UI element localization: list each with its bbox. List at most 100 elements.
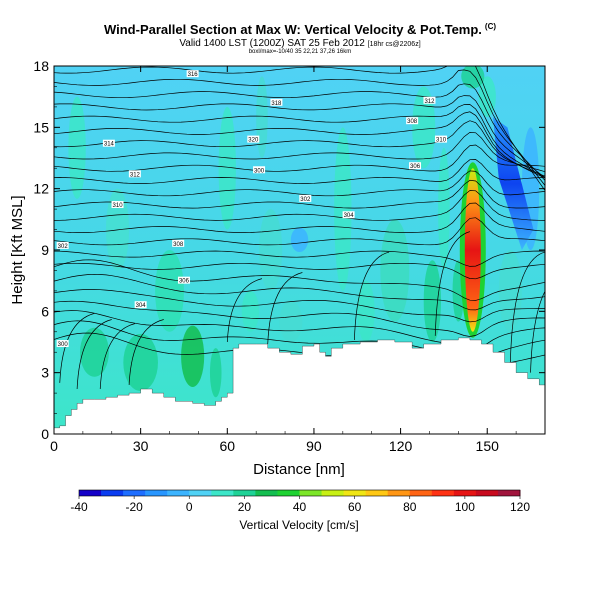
- theta-contour-label: 302: [56, 241, 69, 250]
- colorbar-swatch: [277, 490, 300, 496]
- chart-subtitle: Valid 1400 LST (1200Z) SAT 25 Feb 2012 […: [179, 38, 421, 49]
- theta-contour-label: 316: [186, 70, 199, 78]
- colorbar-tick-label: 80: [403, 500, 417, 514]
- y-tick-label: 15: [33, 119, 49, 135]
- theta-contour: [54, 300, 545, 337]
- colorbar-swatch: [299, 490, 323, 496]
- colorbar-swatch: [167, 490, 190, 496]
- theta-contour: [54, 69, 545, 186]
- colorbar-swatch: [145, 490, 168, 496]
- theta-contour: [54, 159, 545, 184]
- theta-contour: [530, 290, 545, 373]
- colorbar-swatch: [211, 490, 234, 496]
- theta-contour: [509, 251, 545, 363]
- svg-text:302: 302: [300, 197, 311, 203]
- theta-contour-label: 300: [253, 166, 266, 174]
- colorbar-swatch: [101, 490, 124, 496]
- chart-subsubtitle: boxl/max=-10/40 35 22,21 37,26 16km: [248, 49, 352, 55]
- theta-contour: [54, 83, 545, 181]
- theta-contour: [99, 323, 135, 390]
- theta-contour: [54, 66, 545, 191]
- theta-contour: [54, 144, 545, 172]
- x-tick-label: 150: [476, 438, 500, 454]
- y-tick-label: 18: [33, 58, 49, 74]
- y-tick-label: 6: [41, 303, 49, 319]
- colorbar-swatch: [321, 490, 345, 496]
- theta-contour: [54, 190, 545, 221]
- svg-text:308: 308: [173, 242, 184, 248]
- svg-text:306: 306: [179, 279, 190, 285]
- colorbar-swatch: [189, 490, 212, 496]
- colorbar-swatch: [123, 490, 146, 496]
- velocity-patch: [209, 348, 222, 398]
- theta-contour: [54, 120, 545, 177]
- downdraft-region: [493, 117, 534, 250]
- theta-contour: [54, 170, 545, 197]
- theta-contour-label: 314: [102, 139, 115, 148]
- theta-contour: [54, 95, 545, 178]
- velocity-patch: [256, 76, 268, 158]
- svg-text:302: 302: [58, 244, 69, 250]
- theta-contour: [54, 250, 545, 267]
- theta-contour-label: 302: [299, 194, 312, 203]
- theta-contour: [267, 272, 303, 345]
- svg-text:306: 306: [410, 164, 421, 170]
- colorbar-swatch: [79, 490, 102, 496]
- velocity-patch: [380, 219, 410, 322]
- y-tick-label: 3: [41, 365, 49, 381]
- colorbar-swatch: [387, 490, 411, 496]
- colorbar-swatch: [343, 490, 367, 496]
- colorbar-swatch: [497, 490, 521, 496]
- velocity-patch: [423, 260, 442, 342]
- theta-contour: [354, 251, 390, 340]
- theta-contour: [54, 289, 545, 323]
- colorbar-tick-label: 120: [510, 500, 530, 514]
- velocity-patch: [290, 227, 309, 253]
- theta-contour-label: 312: [128, 170, 141, 178]
- theta-contour-label: 318: [270, 98, 283, 107]
- velocity-patch: [334, 127, 352, 291]
- svg-text:320: 320: [248, 138, 259, 144]
- chart-title: Wind-Parallel Section at Max W: Vertical…: [103, 22, 497, 37]
- theta-contour: [54, 273, 545, 311]
- theta-contour: [54, 132, 545, 173]
- velocity-patch: [181, 325, 205, 387]
- colorbar-swatch: [431, 490, 455, 496]
- colorbar-swatch: [475, 490, 499, 496]
- velocity-patch: [498, 250, 522, 332]
- colorbar-swatch: [409, 490, 433, 496]
- x-tick-label: 90: [306, 438, 322, 454]
- colorbar-tick-label: 40: [293, 500, 307, 514]
- svg-text:308: 308: [407, 119, 418, 125]
- theta-contour: [54, 179, 545, 209]
- svg-text:310: 310: [113, 203, 124, 209]
- colorbar-label: Vertical Velocity [cm/s]: [239, 518, 358, 532]
- theta-contour: [54, 111, 545, 179]
- y-tick-label: 12: [33, 181, 49, 197]
- velocity-patch: [241, 290, 260, 332]
- colorbar-tick-label: 20: [238, 500, 252, 514]
- theta-contour: [434, 231, 470, 336]
- x-tick-label: 60: [220, 438, 236, 454]
- x-tick-label: 30: [133, 438, 149, 454]
- svg-text:304: 304: [136, 303, 147, 309]
- theta-contour-label: 308: [172, 239, 185, 248]
- y-tick-label: 9: [41, 242, 49, 258]
- colorbar-swatch: [365, 490, 389, 496]
- x-axis-label: Distance [nm]: [253, 461, 345, 478]
- theta-contour-label: 304: [342, 211, 355, 219]
- theta-contour: [59, 313, 95, 383]
- colorbar-tick-label: 0: [186, 500, 193, 514]
- theta-contour-label: 312: [423, 96, 436, 105]
- theta-contour-label: 304: [134, 301, 147, 309]
- velocity-patch: [218, 106, 236, 230]
- theta-contour: [76, 319, 112, 390]
- theta-contour-label: 320: [247, 135, 260, 144]
- svg-text:310: 310: [436, 138, 447, 144]
- velocity-patch: [357, 280, 375, 343]
- theta-contour-label: 310: [111, 201, 124, 209]
- velocity-patch: [259, 209, 283, 291]
- theta-contour-label: 308: [406, 117, 419, 125]
- theta-contour-label: 306: [409, 162, 422, 170]
